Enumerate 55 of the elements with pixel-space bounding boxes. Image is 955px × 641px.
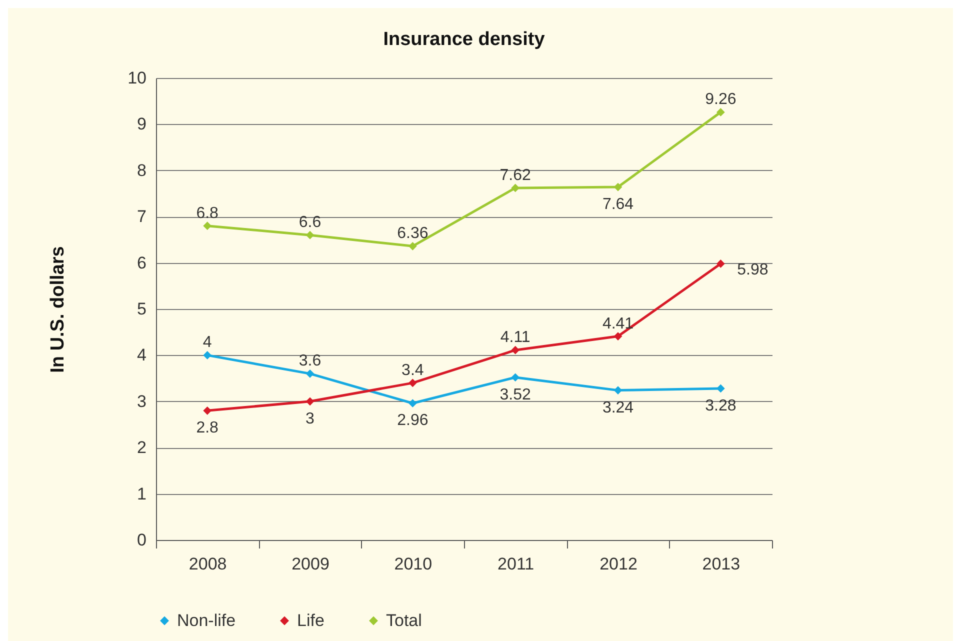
data-label: 9.26 — [705, 91, 736, 108]
y-tick-label: 2 — [137, 438, 146, 458]
legend-label: Total — [386, 610, 422, 630]
y-tick-label: 9 — [137, 114, 146, 134]
point — [408, 378, 417, 388]
point — [203, 406, 212, 415]
x-tick-label: 2009 — [292, 554, 330, 574]
data-label: 3.4 — [402, 362, 424, 379]
data-label: 5.98 — [737, 262, 768, 279]
point — [306, 230, 314, 240]
y-tick-label: 3 — [137, 392, 146, 411]
data-label: 6.6 — [298, 214, 322, 232]
point — [614, 332, 622, 340]
data-label: 3 — [306, 410, 315, 428]
point — [306, 397, 314, 406]
point — [203, 351, 212, 360]
y-tick-label: 4 — [137, 346, 146, 365]
point — [511, 346, 520, 354]
y-tick-label: 8 — [137, 160, 146, 180]
data-label: 3.28 — [705, 397, 736, 414]
point — [306, 369, 314, 378]
data-label: 4 — [202, 334, 212, 352]
point — [408, 242, 417, 250]
y-tick-label: 0 — [137, 530, 146, 550]
y-axis-title: In U.S. dollars — [48, 246, 69, 373]
point — [408, 399, 417, 408]
point — [511, 373, 520, 382]
y-tick-label: 7 — [137, 207, 146, 226]
point — [614, 182, 622, 192]
x-tick-label: 2012 — [600, 554, 638, 574]
data-label: 3.6 — [298, 352, 322, 370]
x-tick-label: 2008 — [188, 554, 227, 574]
legend-label: Non-life — [177, 610, 236, 630]
data-label: 7.62 — [500, 166, 532, 184]
legend-label: Life — [297, 610, 324, 630]
y-tick-label: 1 — [137, 484, 146, 504]
x-tick-label: 2011 — [498, 554, 534, 574]
y-tick-label: 10 — [128, 68, 146, 88]
data-label: 2.8 — [196, 420, 219, 437]
x-tick-label: 2010 — [394, 554, 432, 574]
data-label: 4.11 — [500, 329, 530, 346]
point — [203, 222, 212, 230]
point — [614, 386, 622, 394]
data-label: 6.36 — [397, 225, 428, 242]
point — [716, 108, 725, 116]
data-label: 7.64 — [602, 196, 634, 214]
chart-title: Insurance density — [383, 29, 546, 50]
data-label: 4.41 — [602, 315, 634, 332]
x-tick-label: 2013 — [702, 554, 740, 574]
y-tick-label: 5 — [137, 300, 146, 318]
data-label: 3.52 — [500, 386, 532, 404]
data-label: 3.24 — [602, 399, 634, 416]
point — [716, 260, 725, 268]
data-label: 2.96 — [397, 412, 428, 430]
y-tick-label: 6 — [137, 253, 146, 272]
